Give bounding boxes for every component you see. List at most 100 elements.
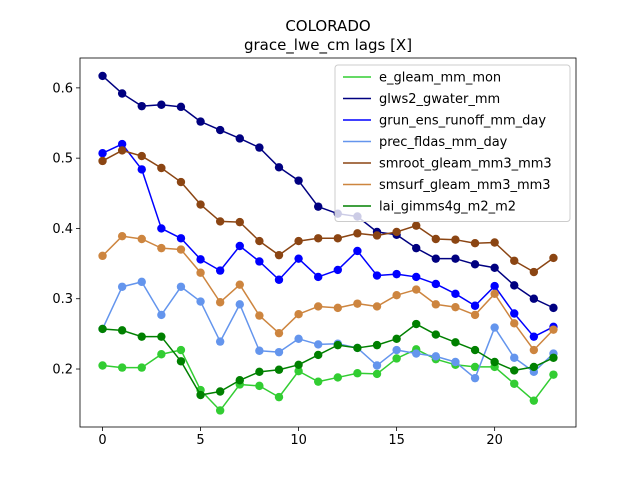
data-point-e_gleam_mm_mon-6 — [215, 406, 225, 415]
data-point-e_gleam_mm_mon-11 — [314, 377, 323, 386]
data-point-smroot_gleam_mm3_mm3-23 — [549, 253, 558, 263]
data-point-smroot_gleam_mm3_mm3-13 — [353, 229, 362, 238]
legend-label-glws2_gwater_mm: glws2_gwater_mm — [379, 92, 500, 107]
x-tick-label: 15 — [388, 433, 405, 448]
data-point-lai_gimms4g_m2_m2-12 — [333, 340, 342, 350]
data-point-smroot_gleam_mm3_mm3-15 — [392, 227, 401, 237]
data-point-smroot_gleam_mm3_mm3-7 — [235, 217, 244, 227]
data-point-smsurf_gleam_mm3_mm3-7 — [235, 280, 244, 289]
data-point-smroot_gleam_mm3_mm3-5 — [196, 200, 205, 209]
data-point-smroot_gleam_mm3_mm3-12 — [333, 234, 342, 243]
data-point-lai_gimms4g_m2_m2-5 — [196, 390, 205, 400]
data-point-e_gleam_mm_mon-3 — [157, 350, 166, 359]
data-point-glws2_gwater_mm-10 — [294, 176, 303, 185]
data-point-glws2_gwater_mm-21 — [510, 281, 519, 290]
data-point-e_gleam_mm_mon-4 — [176, 345, 186, 355]
data-point-lai_gimms4g_m2_m2-17 — [431, 330, 441, 339]
data-point-glws2_gwater_mm-17 — [431, 254, 441, 263]
data-point-e_gleam_mm_mon-13 — [353, 369, 362, 378]
legend: e_gleam_mm_mon glws2_gwater_mm grun_ens_ru… — [334, 64, 571, 222]
data-point-prec_fldas_mm_day-20 — [490, 323, 499, 332]
legend-label-grun_ens_runoff_mm_day: grun_ens_runoff_mm_day — [379, 114, 546, 129]
data-point-smroot_gleam_mm3_mm3-17 — [431, 234, 441, 244]
data-point-grun_ens_runoff_mm_day-15 — [392, 269, 401, 279]
data-point-e_gleam_mm_mon-0 — [98, 361, 107, 370]
data-point-smsurf_gleam_mm3_mm3-11 — [314, 302, 323, 311]
data-point-lai_gimms4g_m2_m2-22 — [529, 362, 539, 372]
data-point-grun_ens_runoff_mm_day-1 — [117, 139, 127, 149]
data-point-smroot_gleam_mm3_mm3-16 — [412, 221, 421, 230]
data-point-lai_gimms4g_m2_m2-8 — [255, 367, 264, 377]
data-point-grun_ens_runoff_mm_day-21 — [510, 309, 519, 318]
axes-frame — [79, 57, 577, 428]
data-point-smsurf_gleam_mm3_mm3-2 — [137, 234, 146, 244]
data-point-smsurf_gleam_mm3_mm3-9 — [274, 328, 284, 338]
data-point-lai_gimms4g_m2_m2-4 — [176, 357, 186, 366]
data-point-smsurf_gleam_mm3_mm3-12 — [333, 303, 342, 313]
y-tick-label: 0.4 — [52, 222, 73, 237]
data-point-lai_gimms4g_m2_m2-13 — [353, 343, 362, 353]
legend-label-e_gleam_mm_mon: e_gleam_mm_mon — [379, 71, 501, 86]
data-point-e_gleam_mm_mon-19 — [470, 362, 480, 372]
data-point-grun_ens_runoff_mm_day-18 — [451, 289, 460, 299]
data-point-grun_ens_runoff_mm_day-4 — [176, 234, 186, 243]
data-point-glws2_gwater_mm-7 — [235, 134, 244, 143]
data-point-smsurf_gleam_mm3_mm3-15 — [392, 291, 401, 300]
data-point-lai_gimms4g_m2_m2-14 — [372, 340, 382, 350]
data-point-prec_fldas_mm_day-10 — [294, 334, 303, 343]
data-point-lai_gimms4g_m2_m2-19 — [470, 345, 480, 355]
data-point-smsurf_gleam_mm3_mm3-4 — [176, 245, 186, 254]
data-point-lai_gimms4g_m2_m2-23 — [549, 353, 558, 362]
data-point-glws2_gwater_mm-9 — [274, 163, 284, 172]
chart-subtitle: grace_lwe_cm lags [X] — [244, 36, 412, 55]
data-point-lai_gimms4g_m2_m2-0 — [98, 324, 107, 334]
data-point-grun_ens_runoff_mm_day-11 — [314, 272, 323, 282]
y-tick-label: 0.3 — [52, 292, 73, 307]
data-point-smroot_gleam_mm3_mm3-8 — [255, 236, 264, 246]
x-tick-label: 5 — [196, 433, 204, 448]
data-point-grun_ens_runoff_mm_day-10 — [294, 254, 303, 263]
data-point-glws2_gwater_mm-2 — [137, 101, 146, 111]
data-point-lai_gimms4g_m2_m2-3 — [157, 332, 166, 341]
data-point-smsurf_gleam_mm3_mm3-13 — [353, 299, 362, 308]
data-point-e_gleam_mm_mon-21 — [510, 379, 519, 388]
data-point-smsurf_gleam_mm3_mm3-23 — [549, 325, 558, 334]
data-point-e_gleam_mm_mon-8 — [255, 381, 264, 391]
data-point-lai_gimms4g_m2_m2-7 — [235, 376, 244, 385]
data-point-lai_gimms4g_m2_m2-11 — [314, 350, 323, 360]
data-point-e_gleam_mm_mon-22 — [529, 396, 539, 405]
data-point-lai_gimms4g_m2_m2-1 — [117, 326, 127, 335]
data-point-prec_fldas_mm_day-3 — [157, 310, 166, 320]
data-point-grun_ens_runoff_mm_day-8 — [255, 257, 264, 266]
data-point-prec_fldas_mm_day-16 — [412, 349, 421, 358]
data-point-smroot_gleam_mm3_mm3-14 — [372, 231, 382, 240]
data-point-smsurf_gleam_mm3_mm3-6 — [215, 298, 225, 307]
data-point-grun_ens_runoff_mm_day-9 — [274, 275, 284, 284]
data-point-grun_ens_runoff_mm_day-5 — [196, 255, 205, 264]
y-tick-label: 0.6 — [52, 81, 73, 96]
data-point-glws2_gwater_mm-8 — [255, 143, 264, 152]
data-point-e_gleam_mm_mon-12 — [333, 373, 342, 382]
data-point-smroot_gleam_mm3_mm3-20 — [490, 238, 499, 247]
data-point-smsurf_gleam_mm3_mm3-3 — [157, 243, 166, 253]
data-point-e_gleam_mm_mon-15 — [392, 354, 401, 363]
data-point-prec_fldas_mm_day-5 — [196, 297, 205, 306]
data-point-e_gleam_mm_mon-1 — [117, 363, 127, 372]
data-point-prec_fldas_mm_day-4 — [176, 282, 186, 291]
plot-area: 0 5 10 15 20 0.2 0.3 0.4 0.5 0.6 — [52, 57, 577, 448]
data-point-grun_ens_runoff_mm_day-22 — [529, 332, 539, 341]
data-point-e_gleam_mm_mon-10 — [294, 366, 303, 376]
data-point-smroot_gleam_mm3_mm3-22 — [529, 267, 539, 277]
data-point-glws2_gwater_mm-23 — [549, 303, 558, 313]
data-point-glws2_gwater_mm-11 — [314, 202, 323, 211]
data-point-prec_fldas_mm_day-11 — [314, 340, 323, 349]
data-point-smsurf_gleam_mm3_mm3-19 — [470, 310, 480, 320]
data-point-prec_fldas_mm_day-7 — [235, 300, 244, 309]
data-point-grun_ens_runoff_mm_day-12 — [333, 265, 342, 275]
data-point-glws2_gwater_mm-4 — [176, 102, 186, 112]
data-point-glws2_gwater_mm-20 — [490, 263, 499, 272]
data-point-prec_fldas_mm_day-9 — [274, 347, 284, 357]
data-point-smroot_gleam_mm3_mm3-0 — [98, 156, 107, 166]
data-point-prec_fldas_mm_day-19 — [470, 373, 480, 383]
